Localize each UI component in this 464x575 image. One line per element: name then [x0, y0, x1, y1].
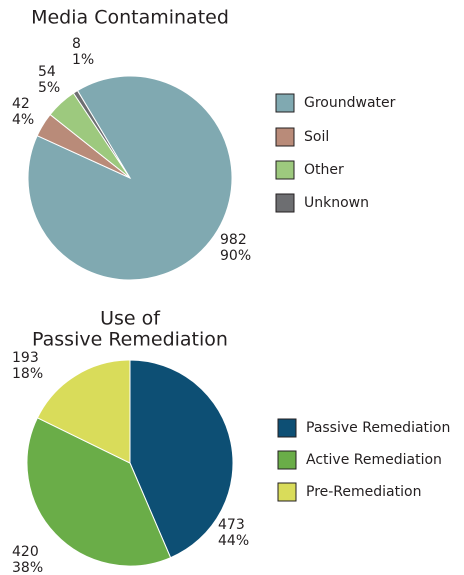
- data-label: 5%: [38, 80, 60, 96]
- data-label: 420: [12, 544, 39, 560]
- data-label: 42: [12, 96, 30, 112]
- chart-title: Media Contaminated: [31, 7, 229, 29]
- legend-label: Active Remediation: [306, 452, 442, 468]
- legend-swatch: [275, 160, 295, 180]
- data-label: 1%: [72, 52, 94, 68]
- legend-label: Other: [304, 162, 344, 178]
- chart-title: Use of: [100, 308, 161, 330]
- data-label: 473: [218, 517, 245, 533]
- pie-slice: [36, 359, 131, 464]
- legend-swatch: [275, 193, 295, 213]
- data-label: 18%: [12, 366, 43, 382]
- data-label: 193: [12, 350, 39, 366]
- data-label: 54: [38, 64, 56, 80]
- chart-title: Passive Remediation: [32, 329, 228, 351]
- legend-label: Unknown: [304, 195, 369, 211]
- data-label: 4%: [12, 112, 34, 128]
- legend-swatch: [275, 93, 295, 113]
- legend-label: Soil: [304, 129, 329, 145]
- legend-label: Pre-Remediation: [306, 484, 421, 500]
- data-label: 8: [72, 36, 81, 52]
- legend-swatch: [277, 450, 297, 470]
- legend-swatch: [277, 418, 297, 438]
- pie-slice: [26, 417, 172, 567]
- data-label: 44%: [218, 533, 249, 549]
- data-label: 38%: [12, 560, 43, 575]
- data-label: 982: [220, 232, 247, 248]
- pie-slice: [129, 359, 234, 559]
- legend-label: Passive Remediation: [306, 420, 450, 436]
- pie-slice: [72, 89, 131, 179]
- legend-swatch: [275, 127, 295, 147]
- legend-label: Groundwater: [304, 95, 396, 111]
- data-label: 90%: [220, 248, 251, 264]
- legend-swatch: [277, 482, 297, 502]
